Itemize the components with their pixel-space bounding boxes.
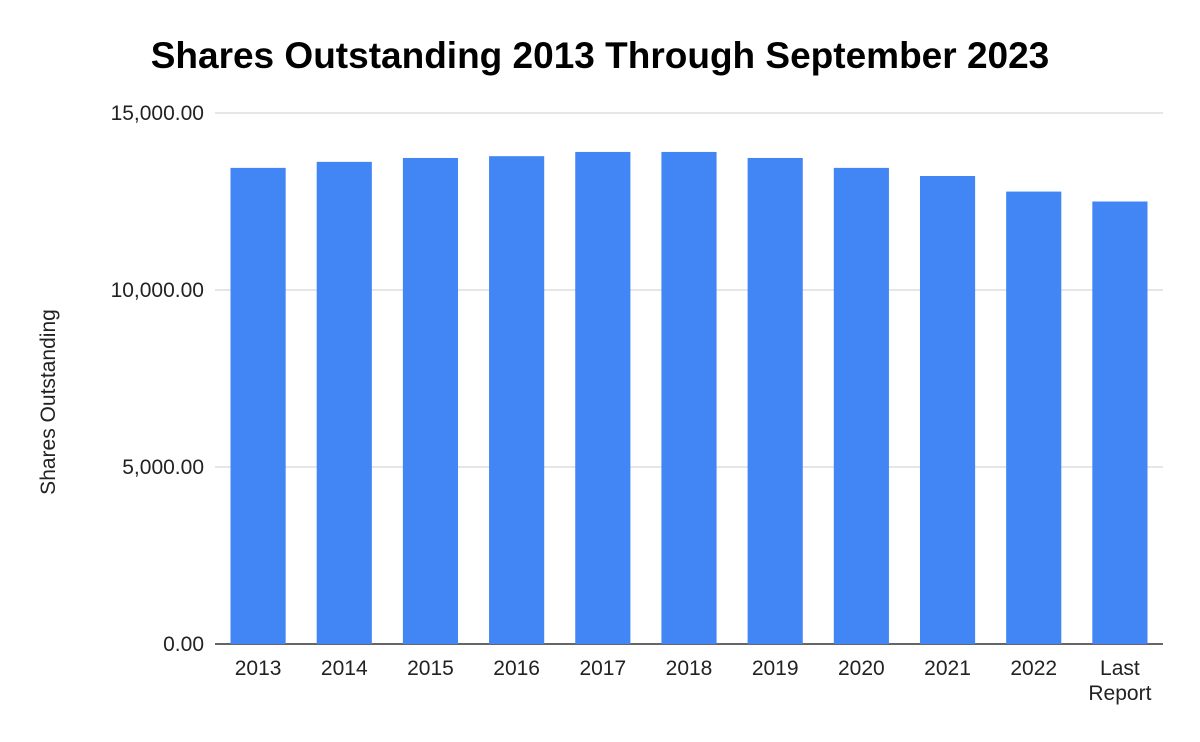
- chart-title: Shares Outstanding 2013 Through Septembe…: [151, 35, 1050, 76]
- bars: [230, 151, 1148, 645]
- y-axis-ticks: 0.00 5,000.00 10,000.00 15,000.00: [111, 102, 204, 656]
- y-tick-label: 0.00: [163, 633, 204, 656]
- bar: [661, 151, 717, 644]
- bar: [1006, 191, 1062, 644]
- bar: [316, 161, 372, 645]
- bar: [747, 157, 803, 644]
- x-tick-label: 2021: [924, 657, 971, 680]
- bar: [919, 176, 976, 644]
- y-tick-label: 15,000.00: [111, 102, 204, 125]
- x-tick-label: 2015: [407, 657, 454, 680]
- bar: [489, 156, 545, 645]
- x-tick-label: 2016: [493, 657, 540, 680]
- x-tick-label: 2017: [579, 657, 626, 680]
- bar: [1092, 201, 1148, 644]
- x-tick-label: 2019: [752, 657, 799, 680]
- y-tick-label: 5,000.00: [122, 456, 204, 479]
- y-tick-label: 10,000.00: [111, 279, 204, 302]
- bar: [833, 167, 889, 644]
- x-tick-label: 2020: [838, 657, 885, 680]
- x-tick-label: 2022: [1010, 657, 1057, 680]
- x-axis-ticks: 2013 2014 2015 2016 2017 2018 2019 2020 2021 2022…: [235, 657, 1152, 705]
- x-tick-label: 2013: [235, 657, 282, 680]
- bar: [230, 167, 286, 644]
- y-axis-title: Shares Outstanding: [37, 309, 60, 495]
- x-tick-label: Last Report: [1088, 657, 1151, 705]
- bar: [402, 157, 459, 644]
- x-tick-label: 2014: [321, 657, 368, 680]
- x-tick-label: 2018: [666, 657, 713, 680]
- bar: [575, 151, 631, 644]
